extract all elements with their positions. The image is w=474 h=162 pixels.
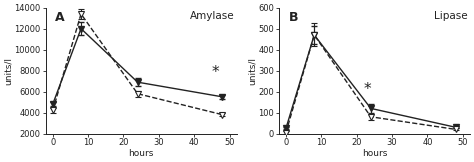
- Text: Lipase: Lipase: [434, 12, 468, 21]
- X-axis label: hours: hours: [128, 149, 154, 158]
- Text: A: A: [55, 12, 65, 24]
- Text: Amylase: Amylase: [190, 12, 235, 21]
- Text: B: B: [288, 12, 298, 24]
- Text: *: *: [364, 82, 371, 97]
- Y-axis label: units/l: units/l: [248, 57, 257, 85]
- Text: *: *: [211, 65, 219, 80]
- Y-axis label: units/l: units/l: [4, 57, 13, 85]
- X-axis label: hours: hours: [362, 149, 387, 158]
